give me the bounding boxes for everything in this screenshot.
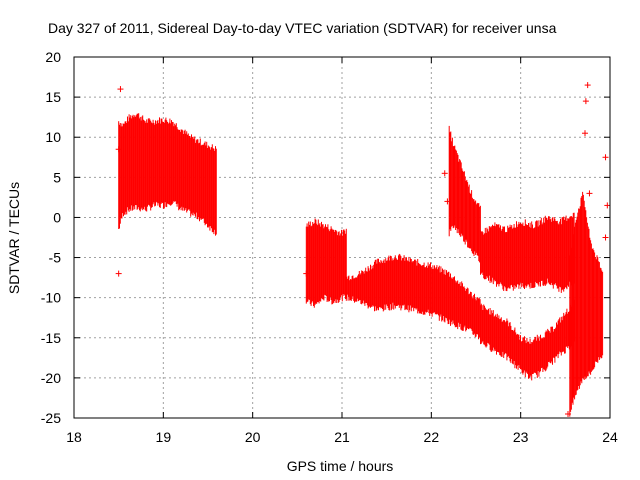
- y-tick-label: 0: [53, 209, 61, 225]
- x-tick-label: 21: [334, 429, 350, 445]
- x-tick-label: 22: [424, 429, 440, 445]
- y-axis-label: SDTVAR / TECUs: [6, 182, 22, 294]
- series-segment-6: [480, 212, 575, 293]
- y-tick-label: 20: [45, 49, 61, 65]
- series-segment-1: [118, 113, 217, 236]
- x-tick-label: 18: [66, 429, 82, 445]
- y-tick-label: -25: [41, 410, 61, 426]
- y-tick-label: -5: [49, 250, 62, 266]
- series-segment-5: [448, 125, 481, 263]
- outlier-points: [115, 82, 611, 417]
- series-segment-7: [569, 191, 604, 417]
- y-tick-label: 5: [53, 169, 61, 185]
- series-segment-4: [480, 299, 575, 381]
- y-tick-label: 15: [45, 89, 61, 105]
- data-series: [115, 82, 611, 417]
- x-tick-label: 24: [602, 429, 618, 445]
- y-tick-label: -20: [41, 370, 61, 386]
- x-tick-label: 23: [513, 429, 529, 445]
- x-axis-label: GPS time / hours: [287, 458, 394, 474]
- series-segment-3: [346, 253, 481, 340]
- axis-ticks: 18 19 20 21 22 23 24 20 15 10 5 0 -5 -10 -15 -20 -25: [41, 49, 618, 445]
- x-tick-label: 20: [245, 429, 261, 445]
- y-tick-label: -10: [41, 290, 61, 306]
- y-tick-label: -15: [41, 330, 61, 346]
- chart-title: Day 327 of 2011, Sidereal Day-to-day VTE…: [48, 20, 557, 36]
- y-tick-label: 10: [45, 129, 61, 145]
- x-tick-label: 19: [156, 429, 172, 445]
- series-segment-2: [305, 218, 347, 308]
